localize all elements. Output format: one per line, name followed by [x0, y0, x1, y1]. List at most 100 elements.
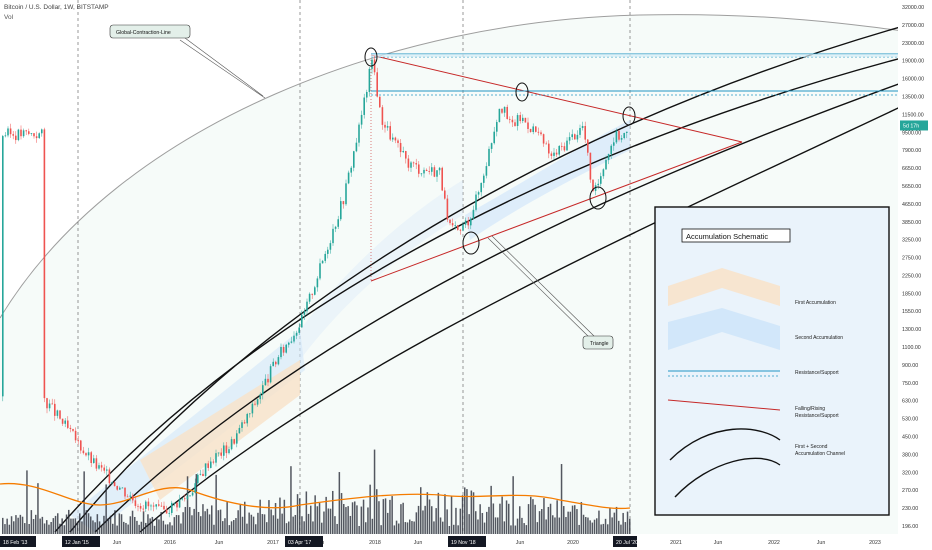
volume-bar [13, 521, 15, 534]
candle-body [163, 505, 165, 510]
candle-body [418, 164, 420, 174]
volume-bar [285, 523, 288, 534]
candle-body [223, 445, 225, 456]
candle-body [93, 458, 95, 464]
volume-bar [428, 499, 431, 534]
volume-bar [499, 503, 501, 534]
volume-bar [193, 508, 195, 534]
volume-bar [629, 518, 631, 534]
y-tick-label: 11500.00 [902, 112, 924, 118]
volume-bar [554, 517, 556, 534]
candle-body [20, 129, 22, 137]
volume-bar [600, 524, 602, 534]
volume-bar [602, 523, 605, 534]
candle-body [555, 152, 558, 155]
callout-pointer [179, 39, 266, 99]
candle-body [48, 403, 51, 409]
volume-bar [197, 511, 200, 534]
candle-body [358, 124, 360, 143]
candle-body [574, 134, 576, 140]
volume-bar [395, 520, 398, 534]
volume-bar [162, 520, 165, 534]
volume-bar [607, 524, 609, 534]
volume-bar [244, 501, 246, 534]
candle-body [160, 505, 163, 507]
candle-body [189, 495, 191, 497]
candle-body [615, 130, 618, 143]
candle-body [535, 126, 537, 132]
volume-bar [398, 523, 400, 534]
y-tick-label: 900.00 [902, 363, 918, 369]
volume-bar [65, 514, 68, 534]
candle-body [446, 198, 449, 220]
candle-body [298, 327, 300, 333]
candle-body [340, 201, 342, 220]
candle-body [106, 469, 108, 471]
candle-body [571, 134, 573, 138]
candle-body [264, 378, 267, 386]
volume-bar [464, 487, 466, 534]
volume-bar [558, 517, 561, 534]
volume-bar [338, 472, 341, 534]
volume-bar [15, 515, 17, 534]
date-badge-text: 18 Feb '13 [3, 540, 27, 546]
volume-bar [167, 524, 169, 534]
candle-body [51, 403, 53, 405]
volume-bar [6, 518, 8, 534]
volume-bar [479, 504, 481, 534]
candle-body [38, 133, 40, 139]
candle-body [412, 162, 415, 164]
date-badge [448, 536, 486, 547]
volume-bar [521, 517, 523, 534]
volume-bar [613, 512, 616, 534]
y-tick-label: 16000.00 [902, 77, 924, 83]
legend-item-channel-2: Accumulation Channel [795, 451, 845, 457]
legend-channel-curve-2 [674, 457, 781, 498]
volume-bar [4, 524, 6, 534]
volume-bar [532, 499, 534, 534]
candle-body [428, 171, 430, 172]
volume-bar [393, 525, 396, 534]
candle-body [259, 394, 261, 400]
volume-bar [239, 503, 242, 534]
volume-bar [10, 516, 13, 534]
volume-bar [263, 514, 266, 534]
callout-box-triangle [582, 335, 614, 350]
volume-bar [598, 510, 600, 534]
price-candles [2, 55, 628, 518]
volume-bar [156, 517, 158, 534]
candle-body [379, 96, 381, 108]
volume-bar [272, 515, 275, 534]
volume-bar [552, 515, 554, 534]
volume-bar [52, 518, 55, 534]
volume-bar [61, 518, 63, 534]
volume-bar [92, 520, 94, 534]
candle-body [303, 311, 306, 315]
volume-bar [549, 503, 552, 534]
candle-body [113, 482, 116, 487]
callout-pointer [487, 237, 591, 339]
candle-body [444, 190, 446, 199]
candle-body [360, 114, 363, 125]
volume-bar [448, 525, 451, 534]
candle-body [186, 496, 189, 500]
candle-body [397, 140, 399, 143]
candle-body [7, 128, 9, 136]
y-tick-label: 380.00 [902, 452, 918, 458]
volume-bar [301, 516, 303, 534]
candle-body [480, 182, 482, 193]
volume-bar [450, 496, 453, 534]
candle-body [98, 465, 100, 469]
candle-body [524, 117, 527, 123]
candle-body [607, 154, 610, 160]
candle-body [165, 509, 168, 514]
date-badge-text: 19 Nov '18 [451, 540, 476, 546]
volume-bar [347, 506, 349, 534]
volume-bar [41, 516, 44, 534]
volume-bar [475, 511, 477, 534]
volume-bar [472, 492, 475, 534]
volume-bar [369, 484, 371, 534]
candle-body [464, 220, 467, 225]
candle-body [594, 185, 597, 191]
volume-bar [169, 522, 171, 534]
